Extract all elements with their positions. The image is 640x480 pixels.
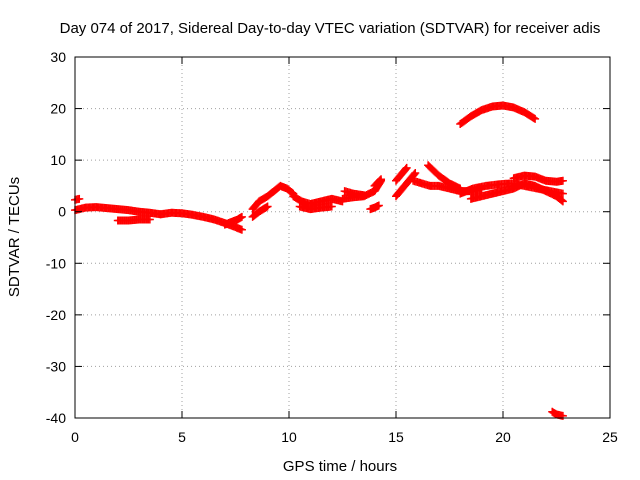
y-tick-label: 30 bbox=[50, 49, 66, 65]
series-track-1 bbox=[71, 203, 165, 219]
x-tick-label: 10 bbox=[281, 429, 297, 445]
series-track-15 bbox=[392, 163, 411, 185]
y-tick-label: 20 bbox=[50, 101, 66, 117]
y-tick-label: 0 bbox=[58, 204, 66, 220]
series-track-12 bbox=[366, 201, 383, 214]
x-axis-label: GPS time / hours bbox=[283, 458, 397, 475]
data-point bbox=[145, 215, 154, 224]
y-tick-label: 10 bbox=[50, 152, 66, 168]
x-tick-label: 15 bbox=[388, 429, 404, 445]
series-track-14 bbox=[392, 169, 420, 201]
series-track-21 bbox=[466, 179, 567, 206]
series-track-5 bbox=[220, 212, 246, 229]
data-point bbox=[327, 202, 336, 211]
data-point bbox=[402, 163, 411, 172]
data-point bbox=[288, 188, 297, 197]
data-point bbox=[376, 176, 385, 185]
data-point bbox=[401, 164, 410, 173]
series-track-6 bbox=[248, 181, 298, 214]
data-point bbox=[237, 225, 246, 234]
data-marks bbox=[71, 101, 567, 420]
axis-ticks: 0 5 10 15 20 25 -40 -30 -20 -10 0 10 20 30 bbox=[46, 49, 618, 445]
series-track-11 bbox=[340, 187, 368, 200]
y-tick-label: -20 bbox=[46, 307, 66, 323]
plot-frame bbox=[74, 56, 611, 419]
series-track-13 bbox=[370, 175, 386, 190]
series-track-18 bbox=[456, 101, 540, 129]
series-track-9 bbox=[295, 202, 336, 214]
data-point bbox=[359, 191, 368, 200]
data-point bbox=[558, 411, 567, 420]
data-point bbox=[558, 176, 567, 185]
data-point bbox=[237, 212, 246, 221]
x-tick-label: 25 bbox=[602, 429, 618, 445]
chart-title: Day 074 of 2017, Sidereal Day-to-day VTE… bbox=[60, 20, 601, 37]
data-point bbox=[263, 202, 272, 211]
series-track-20 bbox=[509, 171, 567, 186]
x-tick-label: 5 bbox=[178, 429, 186, 445]
data-point bbox=[558, 189, 567, 198]
data-point bbox=[410, 170, 419, 179]
y-axis-label: SDTVAR / TECUs bbox=[6, 177, 23, 297]
data-point bbox=[374, 201, 383, 210]
data-point bbox=[558, 197, 567, 206]
x-tick-label: 0 bbox=[71, 429, 79, 445]
data-point bbox=[411, 169, 420, 178]
y-tick-label: -10 bbox=[46, 255, 66, 271]
series-track-7 bbox=[248, 202, 272, 221]
x-tick-label: 20 bbox=[495, 429, 511, 445]
data-point bbox=[557, 196, 566, 205]
data-point bbox=[531, 114, 540, 123]
series-track-3 bbox=[113, 215, 154, 225]
grid bbox=[75, 57, 610, 418]
y-tick-label: -40 bbox=[46, 410, 66, 426]
series-track-17 bbox=[424, 161, 465, 193]
series-track-2 bbox=[71, 194, 84, 204]
series-track-4 bbox=[156, 208, 246, 234]
data-point bbox=[375, 177, 384, 186]
y-tick-label: -30 bbox=[46, 358, 66, 374]
data-point bbox=[377, 175, 386, 184]
data-point bbox=[75, 194, 84, 203]
